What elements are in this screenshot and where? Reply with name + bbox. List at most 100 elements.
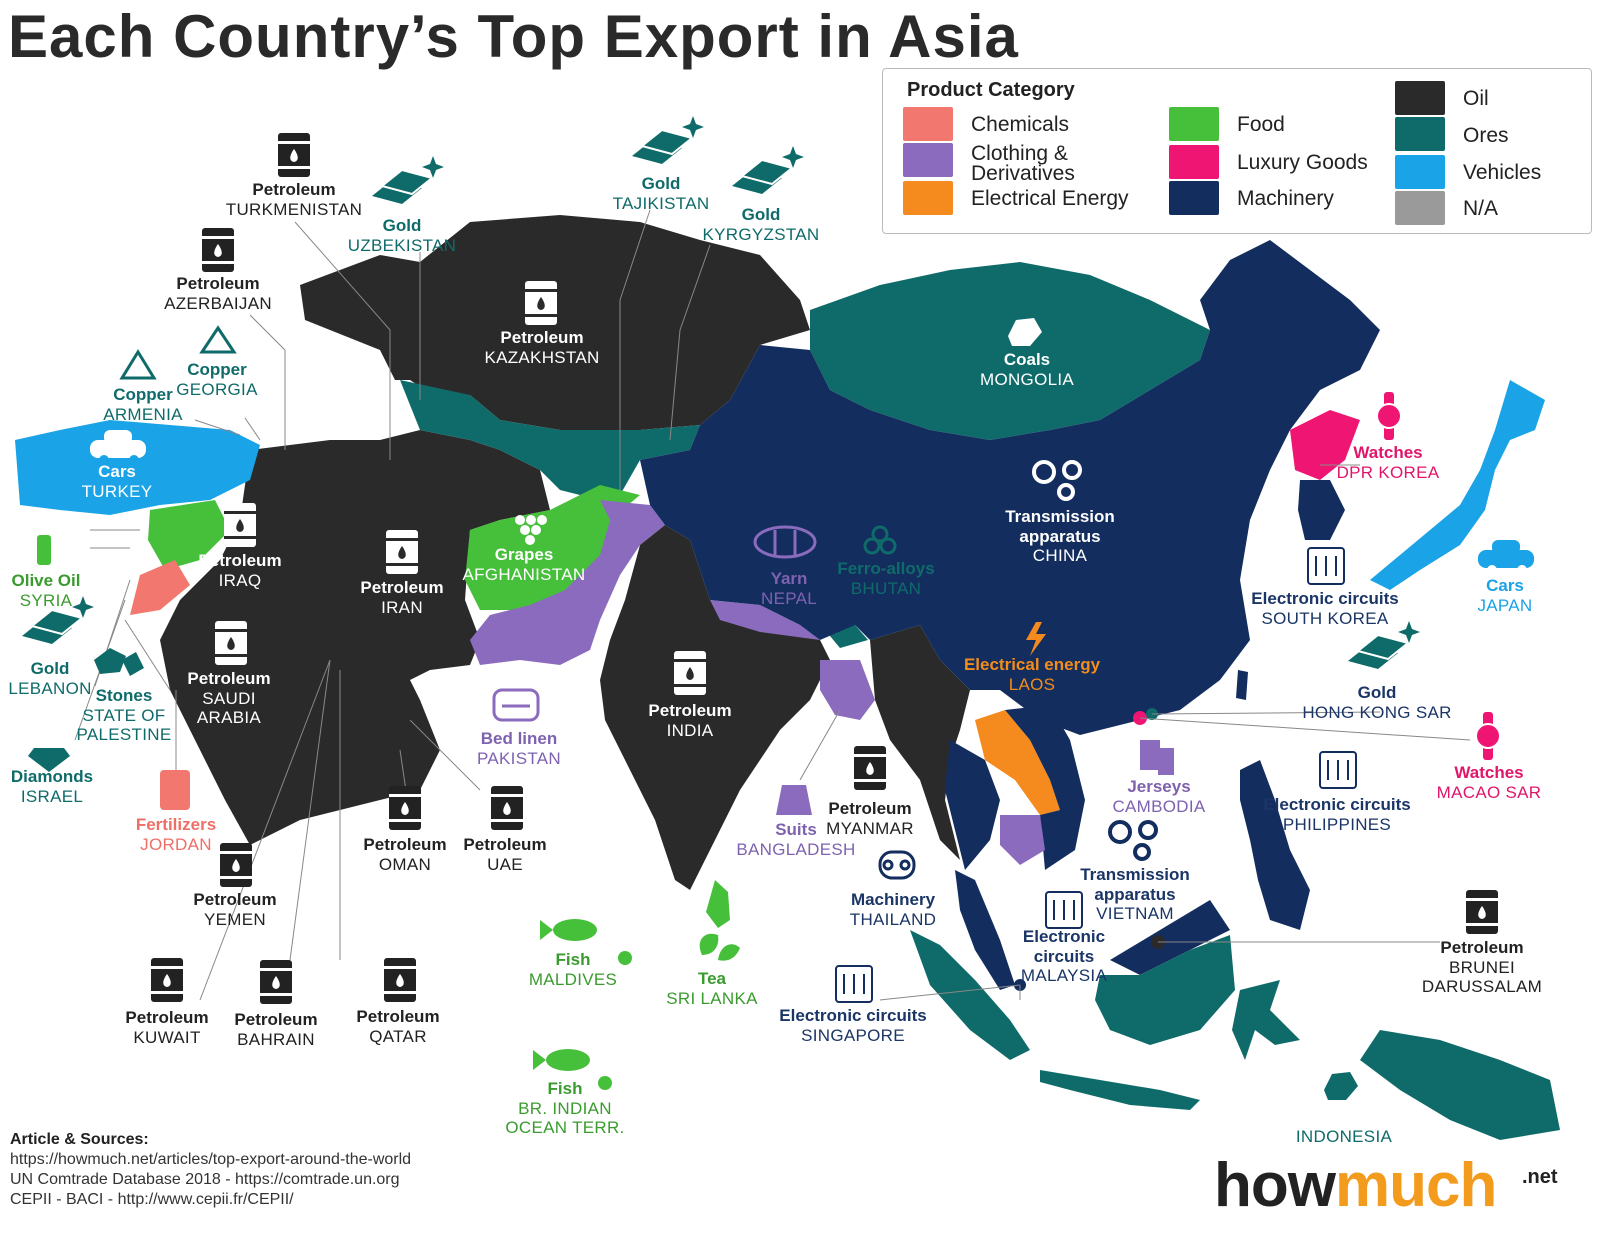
- country-name: JAPAN: [1477, 595, 1533, 615]
- sources-heading: Article & Sources:: [10, 1131, 149, 1148]
- region-syria: [148, 500, 230, 570]
- legend-swatch-machinery: [1169, 181, 1219, 215]
- jersey-icon: [1140, 740, 1174, 775]
- export-product: Yarn: [770, 569, 808, 588]
- country-name: KUWAIT: [133, 1027, 201, 1047]
- gear-icon: [1108, 820, 1158, 861]
- source-link-article[interactable]: https://howmuch.net/articles/top-export-…: [10, 1151, 412, 1168]
- bahrain-dot: [324, 651, 336, 663]
- label-indonesia: Coals INDONESIA: [1296, 1107, 1392, 1146]
- diamond-icon: [28, 748, 70, 772]
- stones-icon: [94, 648, 144, 676]
- label-malaysia: Electronic circuits MALAYSIA: [1014, 927, 1114, 986]
- export-product: Gold: [741, 205, 781, 224]
- export-product: Petroleum: [500, 328, 584, 347]
- export-product: Stones: [95, 686, 153, 705]
- region-japan: [1370, 380, 1545, 590]
- label-lebanon: Gold LEBANON: [8, 659, 91, 698]
- region-cambodia: [1000, 815, 1045, 865]
- export-product: Cars: [1486, 576, 1524, 595]
- export-product: Gold: [1357, 683, 1397, 702]
- legend-label-machinery: Machinery: [1237, 187, 1334, 210]
- country-name: QATAR: [369, 1026, 427, 1046]
- region-india: [600, 525, 830, 890]
- export-product: Petroleum: [463, 835, 547, 854]
- export-product: Gold: [641, 174, 681, 193]
- legend-swatch-luxury: [1169, 145, 1219, 179]
- legend-label-ores: Ores: [1463, 124, 1509, 147]
- label-br-indian-ocean-terr: Fish BR. INDIAN OCEAN TERR.: [505, 1079, 624, 1138]
- legend-label-na: N/A: [1463, 197, 1499, 220]
- label-maldives: Fish MALDIVES: [529, 950, 617, 989]
- maldives-dot: [618, 951, 632, 965]
- legend-swatch-clothing: [903, 143, 953, 177]
- page-title: Each Country’s Top Export in Asia: [8, 3, 1019, 70]
- country-name: VIETNAM: [1096, 904, 1174, 924]
- legend-title: Product Category: [907, 79, 1075, 101]
- label-south-korea: Electronic circuits SOUTH KOREA: [1251, 589, 1398, 628]
- country-name: NEPAL: [761, 588, 817, 608]
- export-product: Fish: [555, 950, 591, 969]
- label-thailand: Machinery THAILAND: [850, 890, 936, 929]
- region-sri-lanka: [706, 880, 730, 928]
- label-kyrgyzstan: Gold KYRGYZSTAN: [703, 205, 820, 244]
- label-azerbaijan: Petroleum AZERBAIJAN: [164, 274, 272, 313]
- label-afghanistan: Grapes AFGHANISTAN: [463, 545, 586, 584]
- country-name: ISRAEL: [20, 786, 84, 806]
- export-product: Petroleum: [648, 701, 732, 720]
- label-philippines: Electronic circuits PHILIPPINES: [1263, 795, 1410, 834]
- country-name: ARMENIA: [103, 404, 183, 424]
- export-product: Electronic circuits: [779, 1006, 927, 1025]
- label-kazakhstan: Petroleum KAZAKHSTAN: [484, 328, 599, 367]
- label-bangladesh: Suits BANGLADESH: [736, 820, 855, 859]
- region-philippines: [1240, 760, 1310, 930]
- export-product: Copper: [187, 360, 247, 379]
- country-name: MACAO SAR: [1436, 782, 1542, 802]
- country-name: BANGLADESH: [736, 839, 856, 859]
- region-china: [640, 240, 1380, 735]
- country-name: SOUTH KOREA: [1261, 608, 1389, 628]
- legend: Product Category Chemicals Clothing & De…: [882, 68, 1592, 234]
- export-product: Suits: [775, 820, 817, 839]
- label-kuwait: Petroleum KUWAIT: [125, 1008, 208, 1047]
- region-jordan: [130, 560, 190, 615]
- source-link-cepii[interactable]: CEPII - BACI - http://www.cepii.fr/CEPII…: [10, 1191, 294, 1208]
- export-product: Olive Oil: [11, 571, 81, 590]
- grapes-icon: [515, 515, 547, 545]
- coal-icon: [1008, 318, 1042, 346]
- export-product: Petroleum: [198, 551, 282, 570]
- legend-label-vehicles: Vehicles: [1463, 161, 1542, 184]
- label-china: Transmission apparatus CHINA: [990, 507, 1130, 566]
- country-name: BRUNEI DARUSSALAM: [1421, 957, 1543, 997]
- circuit-icon: [1307, 547, 1345, 585]
- export-product: Cars: [98, 462, 136, 481]
- legend-swatch-chemicals: [903, 107, 953, 141]
- region-dpr-korea: [1290, 410, 1360, 480]
- region-afghanistan: [465, 485, 640, 610]
- country-name: AFGHANISTAN: [462, 564, 586, 584]
- export-product: Watches: [1353, 443, 1423, 462]
- lightning-icon: [1026, 622, 1046, 656]
- country-name: DPR KOREA: [1336, 462, 1440, 482]
- legend-swatch-na: [1395, 191, 1445, 225]
- country-name: INDONESIA: [1295, 1126, 1393, 1146]
- circuit-icon: [1045, 891, 1083, 929]
- label-india: Petroleum INDIA: [648, 701, 731, 740]
- country-name: LAOS: [1008, 674, 1056, 694]
- label-dpr-korea: Watches DPR KOREA: [1337, 443, 1440, 482]
- source-link-comtrade[interactable]: UN Comtrade Database 2018 - https://comt…: [10, 1171, 400, 1188]
- label-oman: Petroleum OMAN: [363, 835, 446, 874]
- label-bhutan: Ferro-alloys BHUTAN: [837, 559, 934, 598]
- country-name: IRAQ: [218, 570, 262, 590]
- export-product: Coals: [1003, 350, 1051, 369]
- region-taiwan: [1236, 670, 1248, 700]
- country-name: CAMBODIA: [1112, 796, 1206, 816]
- export-product: Diamonds: [10, 767, 94, 786]
- export-product: Transmission apparatus: [1005, 507, 1115, 546]
- country-name: MYANMAR: [826, 818, 914, 838]
- label-singapore: Electronic circuits SINGAPORE: [779, 1006, 926, 1045]
- export-product: Machinery: [850, 890, 936, 909]
- brand-logo: howmuch: [1214, 1150, 1497, 1221]
- legend-swatch-food: [1169, 107, 1219, 141]
